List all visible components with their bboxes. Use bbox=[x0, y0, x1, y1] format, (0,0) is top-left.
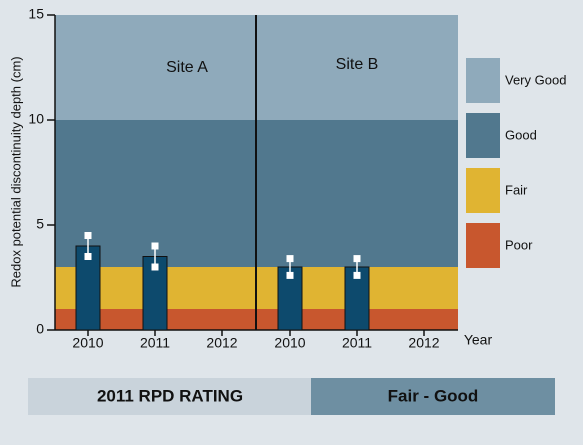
error-cap bbox=[353, 255, 361, 263]
legend-swatch bbox=[466, 223, 500, 268]
error-cap bbox=[286, 255, 294, 263]
y-tick-label: 10 bbox=[28, 111, 44, 127]
legend-swatch bbox=[466, 168, 500, 213]
x-tick-label: 2012 bbox=[408, 335, 439, 351]
bar bbox=[75, 245, 101, 331]
panel-title: Site A bbox=[166, 59, 208, 76]
error-cap bbox=[151, 242, 159, 250]
error-cap bbox=[151, 263, 159, 271]
error-cap bbox=[353, 271, 361, 279]
x-tick-label: 2011 bbox=[342, 335, 372, 351]
legend-label: Good bbox=[505, 127, 537, 142]
error-cap bbox=[286, 271, 294, 279]
panel-title: Site B bbox=[336, 56, 379, 73]
error-cap bbox=[84, 232, 92, 239]
y-tick-label: 15 bbox=[28, 6, 44, 22]
rating-value: Fair - Good bbox=[388, 386, 479, 405]
legend-label: Fair bbox=[505, 182, 528, 197]
x-tick-label: 2010 bbox=[274, 335, 305, 351]
legend-swatch bbox=[466, 58, 500, 103]
rating-label: 2011 RPD RATING bbox=[97, 386, 243, 405]
y-axis-label: Redox potential discontinuity depth (cm) bbox=[8, 56, 23, 287]
rating-label-box bbox=[28, 378, 311, 415]
x-tick-label: 2012 bbox=[206, 335, 237, 351]
x-tick-label: 2010 bbox=[72, 335, 103, 351]
rating-value-box bbox=[311, 378, 555, 415]
y-tick-label: 5 bbox=[36, 216, 44, 232]
error-cap bbox=[84, 253, 92, 260]
legend-swatch bbox=[466, 113, 500, 158]
y-tick-label: 0 bbox=[36, 321, 44, 337]
x-tick-label: 2011 bbox=[140, 335, 170, 351]
legend-label: Poor bbox=[505, 237, 533, 252]
x-axis-label: Year bbox=[464, 332, 493, 348]
legend-label: Very Good bbox=[505, 72, 566, 87]
